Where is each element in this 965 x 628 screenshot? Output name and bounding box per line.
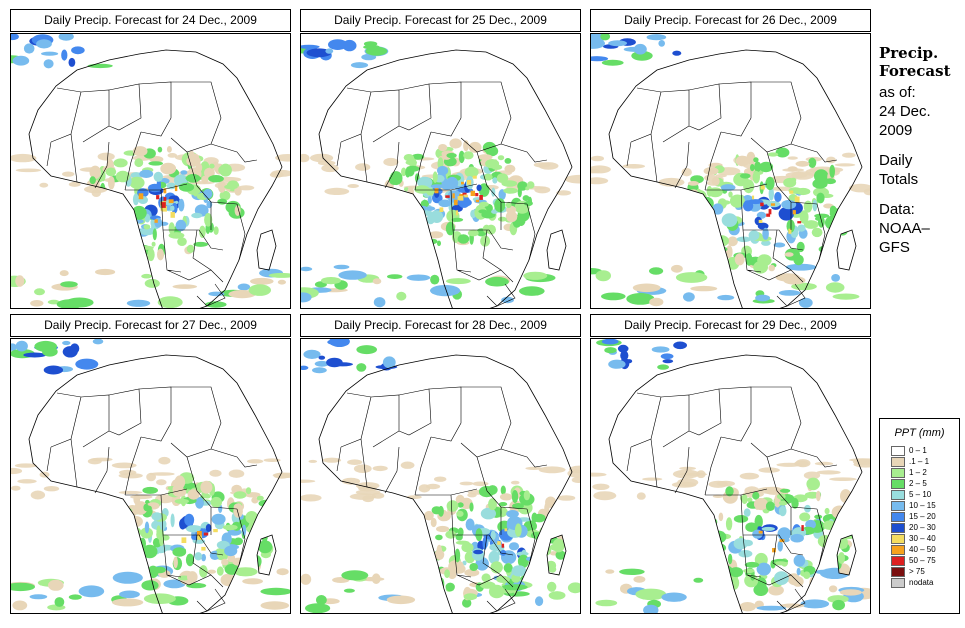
legend-label: 1 – 2: [909, 467, 927, 477]
legend-title: PPT (mm): [894, 427, 945, 439]
legend-swatch: [891, 489, 905, 500]
as-of-date: 24 Dec.: [879, 103, 931, 120]
legend-item: 40 – 50: [880, 544, 959, 555]
legend-item: 5 – 10: [880, 489, 959, 500]
legend-swatch: [891, 500, 905, 511]
totals-block: Daily Totals: [879, 151, 963, 189]
country-borders: [28, 49, 283, 308]
africa-precip-map: [590, 33, 871, 309]
legend-swatch: [891, 555, 905, 566]
legend-item: .1 – 1: [880, 456, 959, 467]
legend-label: 15 – 20: [909, 511, 936, 521]
sidebar-title-line: Precip.: [879, 44, 939, 62]
as-of-year: 2009: [879, 122, 913, 139]
precip-field: [591, 34, 870, 308]
precip-field: [301, 339, 580, 613]
precip-field: [591, 339, 870, 613]
legend-item: 10 – 15: [880, 500, 959, 511]
legend-label: 5 – 10: [909, 489, 932, 499]
as-of-label: as of:: [879, 84, 916, 101]
legend-label: .1 – 1: [909, 456, 930, 466]
legend-swatch: [891, 522, 905, 533]
panel-title: Daily Precip. Forecast for 25 Dec., 2009: [300, 9, 581, 32]
map-svg: [301, 39, 580, 308]
legend-item: 50 – 75: [880, 555, 959, 566]
africa-precip-map: [590, 338, 871, 614]
legend-swatch: [891, 456, 905, 467]
legend-label: 40 – 50: [909, 544, 936, 554]
panel-title: Daily Precip. Forecast for 27 Dec., 2009: [10, 314, 291, 337]
panel-title: Daily Precip. Forecast for 29 Dec., 2009: [590, 314, 871, 337]
legend-item: > 75: [880, 566, 959, 577]
legend-label: nodata: [909, 577, 934, 587]
legend-item: 20 – 30: [880, 522, 959, 533]
precip-field: [11, 34, 290, 308]
legend-swatch: [891, 445, 905, 456]
data-source-model: GFS: [879, 239, 910, 256]
totals-line: Daily: [879, 152, 913, 169]
precip-field: [301, 39, 580, 308]
legend-label: 10 – 15: [909, 500, 936, 510]
panel-title: Daily Precip. Forecast for 28 Dec., 2009: [300, 314, 581, 337]
country-borders: [608, 354, 863, 613]
legend-item: 2 – 5: [880, 478, 959, 489]
panel-title: Daily Precip. Forecast for 24 Dec., 2009: [10, 9, 291, 32]
africa-precip-map: [300, 338, 581, 614]
country-borders: [28, 354, 283, 613]
country-borders: [318, 354, 573, 613]
africa-precip-map: [300, 33, 581, 309]
country-borders: [608, 49, 863, 308]
map-svg: [11, 34, 290, 308]
totals-line: Totals: [879, 171, 919, 188]
legend-label: 30 – 40: [909, 533, 936, 543]
legend-label: 50 – 75: [909, 555, 936, 565]
legend-item: 1 – 2: [880, 467, 959, 478]
legend-swatch: [891, 577, 905, 588]
legend-label: > 75: [909, 566, 925, 576]
country-borders: [318, 49, 573, 308]
as-of-block: as of: 24 Dec. 2009: [879, 83, 963, 140]
legend-swatch: [891, 566, 905, 577]
data-source-block: Data: NOAA– GFS: [879, 200, 963, 257]
map-svg: [591, 34, 870, 308]
data-source-name: NOAA–: [879, 220, 930, 237]
legend-label: 2 – 5: [909, 478, 927, 488]
panel-title: Daily Precip. Forecast for 26 Dec., 2009: [590, 9, 871, 32]
data-source-label: Data:: [879, 201, 915, 218]
map-svg: [591, 339, 870, 613]
legend-swatch: [891, 467, 905, 478]
sidebar-title-line: Forecast: [879, 62, 951, 80]
legend-label: 0 – 1: [909, 445, 927, 455]
precip-field: [11, 339, 290, 611]
legend-swatch: [891, 478, 905, 489]
legend-swatch: [891, 544, 905, 555]
legend-item: 0 – 1: [880, 445, 959, 456]
legend-item: 15 – 20: [880, 511, 959, 522]
sidebar-title: Precip. Forecast: [879, 44, 963, 80]
africa-precip-map: [10, 33, 291, 309]
info-sidebar: Precip. Forecast as of: 24 Dec. 2009 Dai…: [879, 44, 963, 257]
legend-item: 30 – 40: [880, 533, 959, 544]
africa-precip-map: [10, 338, 291, 614]
map-svg: [11, 339, 290, 613]
map-svg: [301, 339, 580, 613]
legend-swatch: [891, 533, 905, 544]
legend-swatch: [891, 511, 905, 522]
legend-item: nodata: [880, 577, 959, 588]
legend-label: 20 – 30: [909, 522, 936, 532]
